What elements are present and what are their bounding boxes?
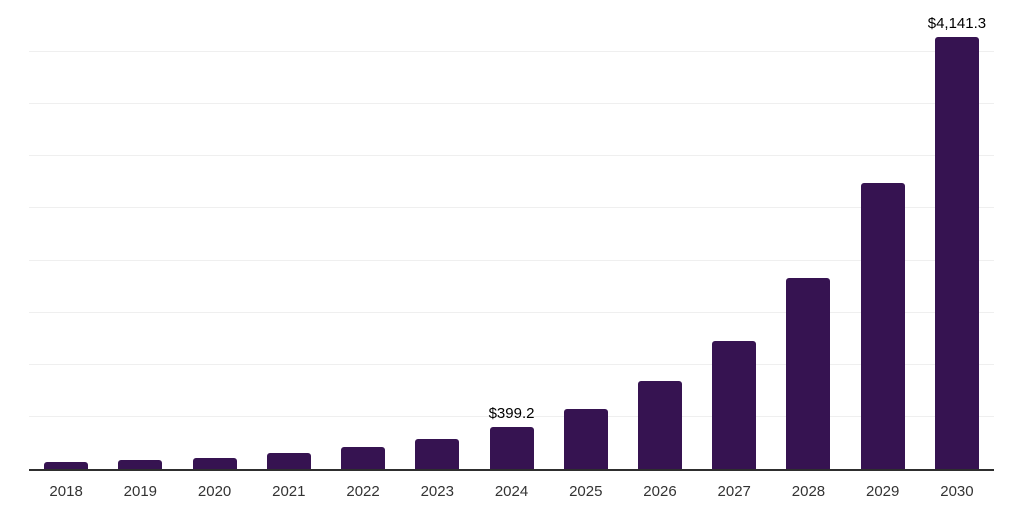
bar-2022 <box>341 447 386 469</box>
bars-container: $399.2 $4,141.3 <box>29 0 994 469</box>
bar-2026 <box>637 380 682 469</box>
bar-slot-2026 <box>623 0 697 469</box>
x-axis-labels: 2018 2019 2020 2021 2022 2023 2024 2025 2026 2027… <box>29 471 994 500</box>
bar-slot-2018 <box>29 0 103 469</box>
gridline-2000 <box>29 259 994 261</box>
x-tick-2023: 2023 <box>420 483 454 500</box>
data-label-2030: $4,141.3 <box>927 15 987 33</box>
x-tick-2018: 2018 <box>49 483 83 500</box>
bar-slot-2028 <box>771 0 845 469</box>
x-tick-2022: 2022 <box>346 483 380 500</box>
bar-2028 <box>786 277 831 469</box>
gridline-4000 <box>29 51 994 53</box>
bar-2019 <box>118 460 163 469</box>
bar-slot-2019 <box>103 0 177 469</box>
gridline-500 <box>29 415 994 417</box>
gridline-3000 <box>29 155 994 157</box>
bar-2021 <box>266 452 311 469</box>
x-tick-2021: 2021 <box>272 483 306 500</box>
bar-2029 <box>860 182 905 469</box>
bar-slot-2023 <box>400 0 474 469</box>
bar-2020 <box>192 457 237 469</box>
bar-slot-2021 <box>252 0 326 469</box>
x-tick-2027: 2027 <box>717 483 751 500</box>
bar-slot-2030: $4,141.3 <box>920 0 994 469</box>
bar-slot-2029 <box>846 0 920 469</box>
x-tick-2028: 2028 <box>791 483 826 500</box>
bar-slot-2022 <box>326 0 400 469</box>
plot-area: $399.2 $4,141.3 <box>29 0 994 471</box>
bar-slot-2025 <box>549 0 623 469</box>
bar-2030 <box>934 37 979 469</box>
bar-2023 <box>415 439 460 469</box>
bar-2027 <box>712 340 757 469</box>
bar-2018 <box>44 461 89 469</box>
x-tick-2030: 2030 <box>940 483 974 500</box>
data-label-2024: $399.2 <box>488 405 535 423</box>
x-tick-2026: 2026 <box>643 483 677 500</box>
bar-slot-2027 <box>697 0 771 469</box>
gridline-2500 <box>29 207 994 209</box>
x-tick-2025: 2025 <box>569 483 603 500</box>
x-tick-2020: 2020 <box>197 483 232 500</box>
bar-2024 <box>489 427 534 469</box>
bar-slot-2020 <box>177 0 251 469</box>
gridline-1000 <box>29 363 994 365</box>
x-tick-2029: 2029 <box>866 483 900 500</box>
gridline-3500 <box>29 103 994 105</box>
bar-slot-2024: $399.2 <box>474 0 548 469</box>
bar-2025 <box>563 408 608 469</box>
x-tick-2024: 2024 <box>494 483 529 500</box>
gridline-1500 <box>29 311 994 313</box>
x-tick-2019: 2019 <box>123 483 158 500</box>
